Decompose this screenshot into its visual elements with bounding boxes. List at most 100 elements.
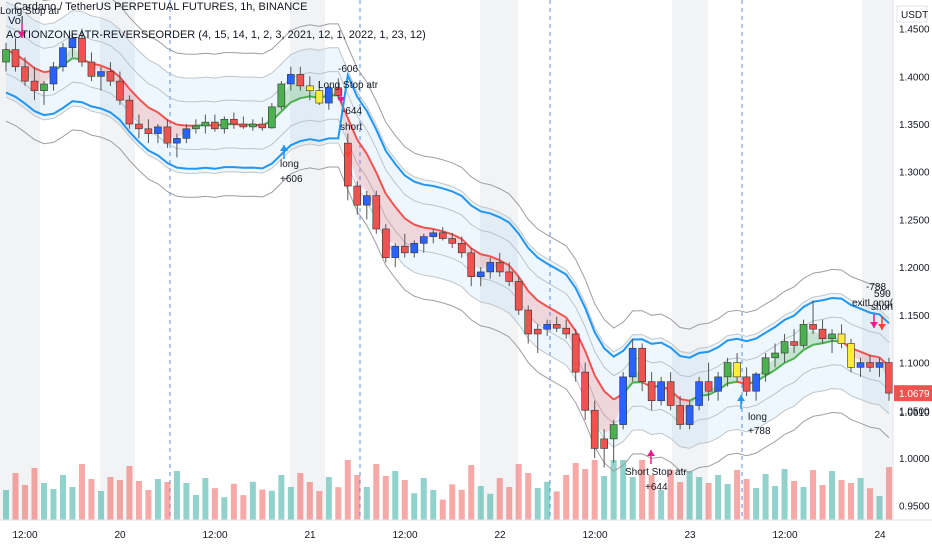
price-tick: 1.0000 (899, 454, 930, 465)
volume-bar (269, 491, 275, 520)
volume-bar (297, 473, 303, 520)
symbol-title: Cardano / TetherUS PERPETUAL FUTURES, 1h… (0, 0, 426, 14)
candle-body (506, 272, 513, 282)
volume-bar (345, 460, 351, 520)
annotation-text: short (340, 122, 362, 133)
volume-bar (601, 476, 607, 520)
volume-bar (487, 494, 493, 520)
volume-bar (278, 475, 284, 520)
volume-bar (430, 490, 436, 520)
annotation-text: +788 (748, 426, 771, 437)
volume-bar (259, 490, 265, 520)
volume-bar (155, 479, 161, 520)
candle-body (173, 138, 180, 143)
candle-body (230, 119, 237, 124)
volume-bar (801, 487, 807, 520)
candle-body (781, 342, 788, 353)
candle-body (829, 334, 836, 339)
volume-bar (810, 470, 816, 520)
candle-body (534, 329, 541, 334)
volume-bar (41, 483, 47, 520)
volume-bar (183, 483, 189, 520)
volume-bar (725, 484, 731, 520)
candle-body (696, 382, 703, 406)
volume-bar (554, 491, 560, 520)
volume-bar (858, 478, 864, 520)
candle-body (848, 343, 855, 367)
volume-bar (354, 475, 360, 520)
candle-body (772, 353, 779, 358)
price-tick: 1.3000 (899, 168, 930, 179)
candle-body (278, 84, 285, 107)
candle-body (88, 62, 95, 76)
time-tick: 12:00 (392, 530, 417, 541)
candle-body (591, 410, 598, 448)
volume-bar (468, 465, 474, 520)
annotation-text: Long Stop atr (318, 80, 379, 91)
annotation-text: -644 (342, 106, 362, 117)
price-axis[interactable]: 1.45001.40001.35001.30001.25001.20001.15… (893, 0, 932, 550)
candle-body (496, 262, 503, 272)
candle-body (886, 363, 893, 394)
candle-body (164, 127, 171, 143)
atr-bands (6, 0, 889, 472)
candle-body (582, 372, 589, 410)
candle-body (629, 348, 636, 377)
candle-body (202, 122, 209, 126)
candle-body (287, 74, 294, 84)
volume-bar (250, 482, 256, 520)
volume-bar (544, 482, 550, 520)
candle-body (221, 119, 228, 129)
session-shade (862, 0, 893, 520)
volume-bar (60, 475, 66, 520)
volume-bar (535, 488, 541, 520)
candle-body (667, 382, 674, 406)
candle-body (50, 67, 57, 84)
volume-bar (829, 471, 835, 520)
volume-bar (440, 500, 446, 520)
volume-bar (145, 490, 151, 520)
time-tick: 12:00 (582, 530, 607, 541)
annotation-text: short (871, 302, 893, 313)
indicator-label: ACTIONZONEATR-REVERSEORDER (4, 15, 14, 1… (0, 28, 426, 42)
candle-body (705, 382, 712, 392)
candle-body (544, 324, 551, 329)
candle-body (677, 406, 684, 425)
candle-body (373, 196, 380, 229)
currency-label: USDT (901, 10, 928, 21)
annotation-text: long (280, 159, 299, 170)
volume-bar (478, 486, 484, 520)
annotation-text: long (748, 412, 767, 423)
price-tick: 1.1000 (899, 359, 930, 370)
volume-bar (877, 496, 883, 520)
time-tick: 22 (494, 530, 506, 541)
volume-bar (307, 482, 313, 520)
trade-arrow-head (647, 450, 655, 456)
volume-bar (782, 469, 788, 520)
volume-bar (744, 479, 750, 520)
volume-bar (107, 477, 113, 520)
price-tick: 1.1500 (899, 311, 930, 322)
legend: Cardano / TetherUS PERPETUAL FUTURES, 1h… (0, 0, 426, 42)
volume-bar (886, 467, 892, 520)
candle-body (316, 91, 323, 103)
candle-body (800, 324, 807, 345)
volume-bar (772, 486, 778, 520)
candle-body (449, 239, 456, 244)
candle-body (762, 358, 769, 374)
candle-body (31, 81, 38, 91)
volume-bar (715, 475, 721, 520)
candle-body (838, 334, 845, 344)
volume-bar (193, 495, 199, 520)
volume-bar (212, 488, 218, 520)
annotation-text: Short Stop atr (625, 467, 687, 478)
candle-body (610, 425, 617, 439)
candle-body (658, 382, 665, 401)
volume-bar (459, 490, 465, 520)
volume-bar (867, 488, 873, 520)
volume-bar (126, 466, 132, 520)
volume-bar (88, 479, 94, 520)
candle-body (487, 262, 494, 272)
